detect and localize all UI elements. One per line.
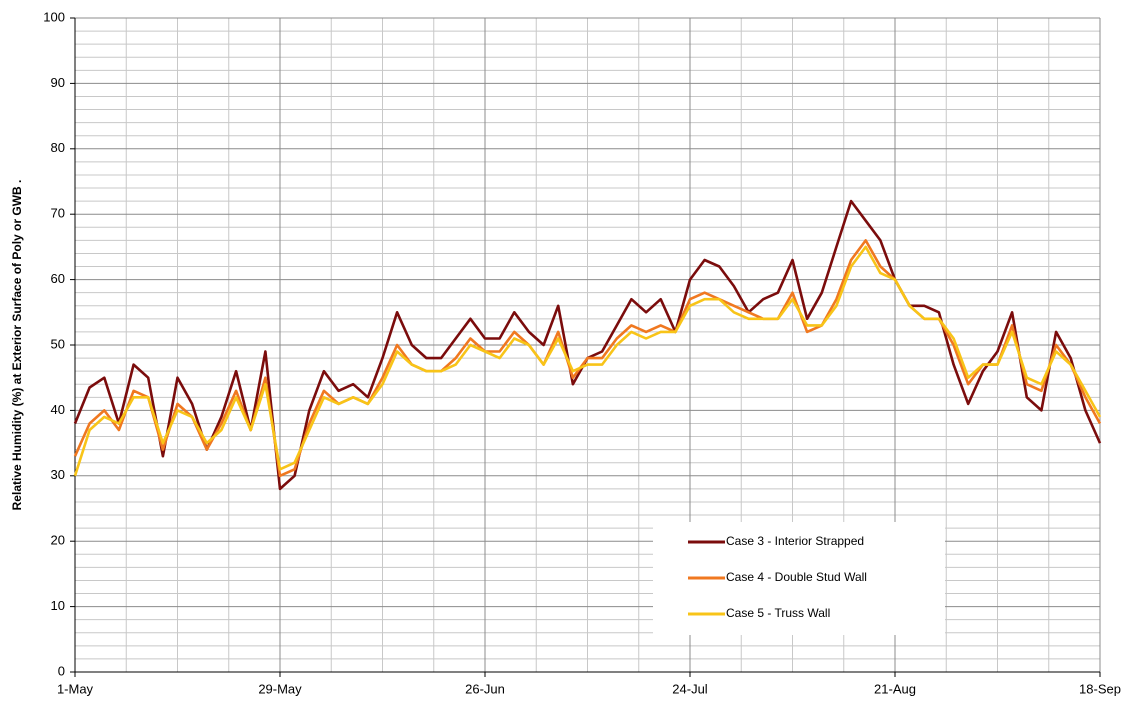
y-tick-label: 20 <box>51 533 65 548</box>
y-tick-label: 50 <box>51 336 65 351</box>
y-tick-label: 10 <box>51 598 65 613</box>
x-tick-label: 24-Jul <box>672 681 708 696</box>
legend-label: Case 3 - Interior Strapped <box>726 534 864 548</box>
x-tick-label: 18-Sep <box>1079 681 1121 696</box>
grid <box>74 17 1101 673</box>
y-tick-label: 0 <box>58 663 65 678</box>
x-tick-label: 26-Jun <box>465 681 505 696</box>
y-tick-label: 30 <box>51 467 65 482</box>
series-line <box>73 245 1102 477</box>
y-tick-label: 60 <box>51 271 65 286</box>
x-tick-label: 29-May <box>258 681 302 696</box>
legend-label: Case 4 - Double Stud Wall <box>726 570 867 584</box>
legend: Case 3 - Interior Strapped Case 4 - Doubl… <box>653 522 945 635</box>
x-tick-label: 21-Aug <box>874 681 916 696</box>
y-tick-label: 80 <box>51 140 65 155</box>
y-tick-label: 90 <box>51 75 65 90</box>
x-tick-label: 1-May <box>57 681 94 696</box>
y-axis-label: Relative Humidity (%) at Exterior Surfac… <box>10 180 24 511</box>
y-tick-label: 100 <box>43 9 65 24</box>
y-tick-label: 70 <box>51 206 65 221</box>
y-tick-label: 40 <box>51 402 65 417</box>
legend-label: Case 5 - Truss Wall <box>726 606 830 620</box>
